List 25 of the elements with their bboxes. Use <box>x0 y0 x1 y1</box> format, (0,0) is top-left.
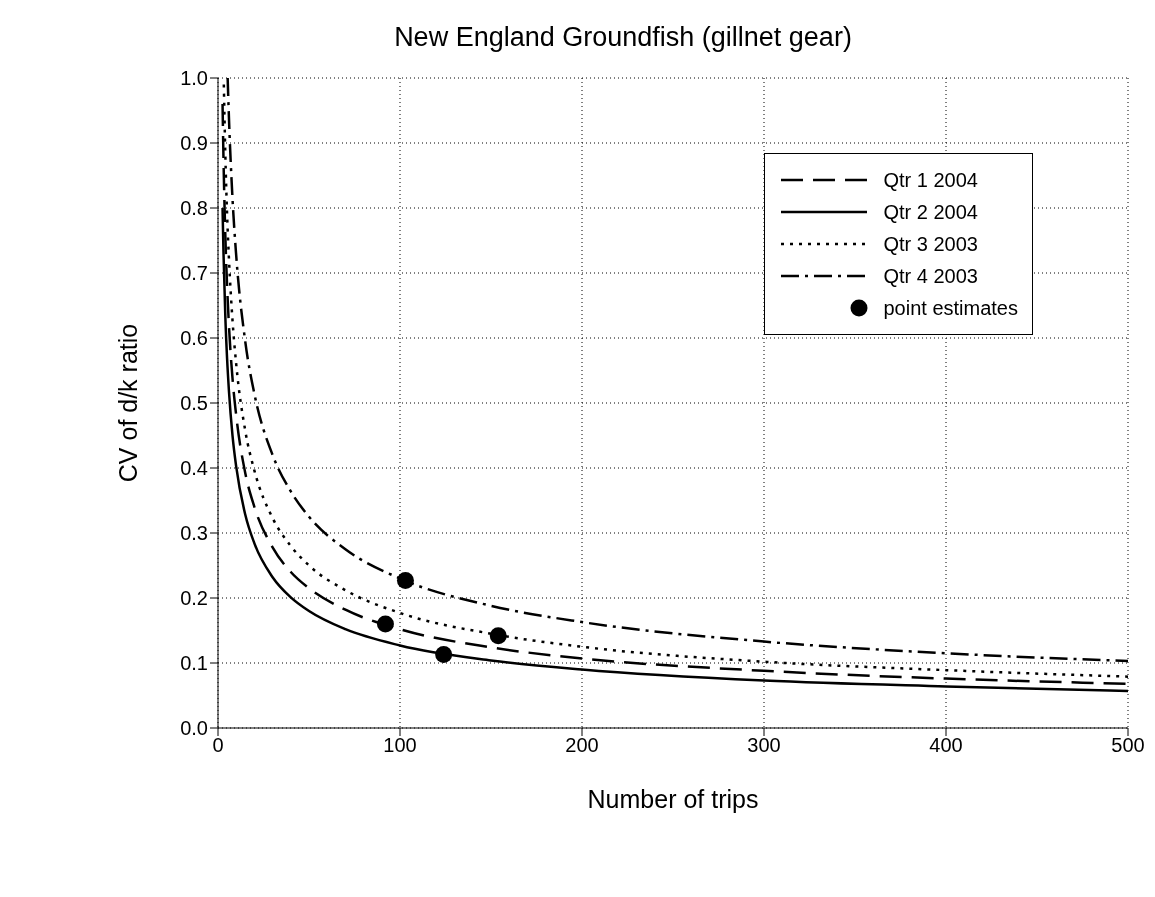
y-tick-label: 0.3 <box>180 522 208 545</box>
y-tick-label: 0.5 <box>180 392 208 415</box>
y-tick-label: 0.9 <box>180 132 208 155</box>
x-tick-label: 100 <box>383 734 417 757</box>
y-tick-label: 0.6 <box>180 327 208 350</box>
x-tick-label: 400 <box>929 734 963 757</box>
y-tick-label: 0.2 <box>180 587 208 610</box>
x-tick-label: 0 <box>212 734 224 757</box>
legend-label: Qtr 3 2003 <box>883 232 978 256</box>
y-tick-label: 1.0 <box>180 67 208 90</box>
y-tick-label: 0.8 <box>180 197 208 220</box>
y-tick-label: 0.4 <box>180 457 208 480</box>
legend-label: Qtr 2 2004 <box>883 200 978 224</box>
y-tick-label: 0.1 <box>180 652 208 675</box>
x-tick-label: 300 <box>747 734 781 757</box>
x-tick-label: 200 <box>565 734 599 757</box>
legend-label: point estimates <box>883 296 1018 320</box>
chart-title: New England Groundfish (gillnet gear) <box>393 22 853 53</box>
legend-label: Qtr 4 2003 <box>883 264 978 288</box>
y-axis-title: CV of d/k ratio <box>113 323 142 483</box>
legend-label: Qtr 1 2004 <box>883 168 978 192</box>
y-tick-label: 0.7 <box>180 262 208 285</box>
y-tick-label: 0.0 <box>180 717 208 740</box>
x-tick-label: 500 <box>1111 734 1145 757</box>
x-axis-title: Number of trips <box>587 785 759 813</box>
